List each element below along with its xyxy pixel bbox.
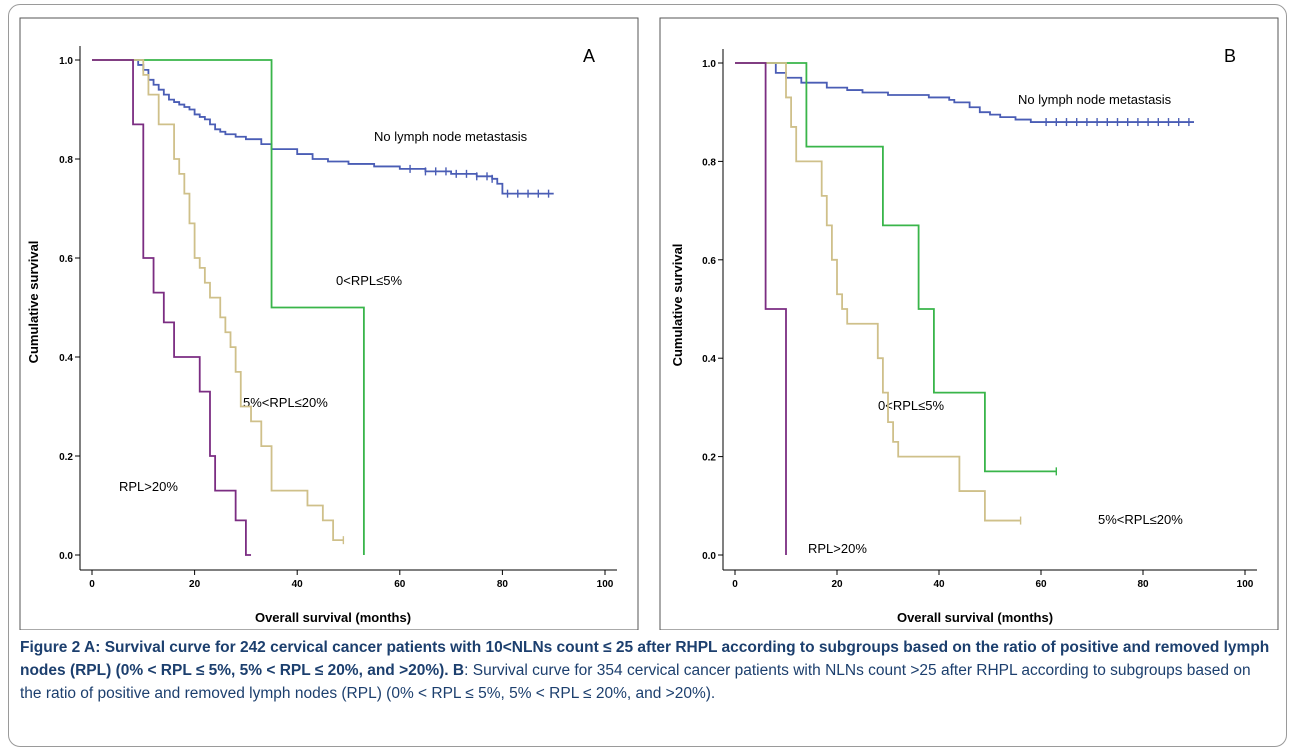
caption-part-a: A: Survival curve for 242 cervical cance… [20, 639, 1270, 679]
panel-a-border [19, 17, 639, 630]
y-tick-label-a: 0.0 [59, 551, 73, 562]
label-rpl-over-20-b: RPL>20% [808, 541, 867, 556]
x-tick-label-a: 80 [497, 579, 509, 590]
x-tick-label-b: 100 [1237, 579, 1254, 590]
caption-b-label: B [448, 662, 465, 679]
axes-b: 0 20 40 60 80 100 0.0 0.2 0.4 0.6 0.8 1.0 [702, 49, 1257, 590]
y-axis-title-a: Cumulative survival [26, 241, 41, 364]
x-tick-label-b: 60 [1035, 579, 1047, 590]
survival-curve-rpl-20-b [735, 62, 787, 555]
survival-curve-no-lymph-node-metastasis-b [735, 62, 1194, 123]
label-rpl-0-5-b: 0<RPL≤5% [878, 398, 944, 413]
y-tick-label-b: 1.0 [702, 59, 716, 70]
y-tick-label-b: 0.4 [702, 354, 716, 365]
panel-b-label: B [1224, 46, 1236, 66]
survival-curve-0-rpl-5-b [735, 62, 1057, 473]
panel-a-label: A [583, 46, 595, 66]
x-tick-label-a: 40 [292, 579, 304, 590]
x-axis-title-a: Overall survival (months) [255, 610, 411, 625]
y-tick-label-a: 0.4 [59, 353, 73, 364]
panel-a: A No lymph node metastasis 0<RPL≤5% 5%<R… [19, 17, 639, 630]
y-tick-label-b: 0.0 [702, 551, 716, 562]
label-no-lymph-node-metastasis-a: No lymph node metastasis [374, 129, 528, 144]
survival-curve-5-rpl-20-b [735, 62, 1021, 522]
figure-canvas: A No lymph node metastasis 0<RPL≤5% 5%<R… [19, 17, 1279, 630]
y-tick-label-b: 0.2 [702, 453, 716, 464]
survival-curve-0-rpl-5-a [92, 59, 365, 555]
panel-b: B No lymph node metastasis 0<RPL≤5% 5%<R… [659, 17, 1279, 630]
label-rpl-over-20-a: RPL>20% [119, 479, 178, 494]
figure-caption: Figure 2 A: Survival curve for 242 cervi… [20, 636, 1270, 705]
survival-curve-5-rpl-20-a [92, 59, 344, 542]
caption-figure-label: Figure 2 [20, 639, 81, 656]
label-rpl-5-20-b: 5%<RPL≤20% [1098, 512, 1183, 527]
x-tick-label-a: 0 [89, 579, 95, 590]
x-tick-label-b: 0 [732, 579, 738, 590]
y-tick-label-a: 0.8 [59, 155, 73, 166]
label-rpl-0-5-a: 0<RPL≤5% [336, 273, 402, 288]
x-tick-label-b: 20 [831, 579, 843, 590]
survival-curve-no-lymph-node-metastasis-a [92, 59, 554, 195]
plot-area-a [92, 59, 554, 556]
label-rpl-5-20-a: 5%<RPL≤20% [243, 395, 328, 410]
x-tick-label-a: 60 [394, 579, 406, 590]
x-tick-label-b: 80 [1137, 579, 1149, 590]
x-tick-label-a: 20 [189, 579, 201, 590]
y-tick-label-b: 0.6 [702, 256, 716, 267]
y-tick-label-a: 1.0 [59, 56, 73, 67]
y-tick-label-a: 0.6 [59, 254, 73, 265]
label-no-lymph-node-metastasis-b: No lymph node metastasis [1018, 92, 1172, 107]
y-tick-label-a: 0.2 [59, 452, 73, 463]
plot-area-b [735, 62, 1194, 555]
survival-curve-rpl-20-a [92, 59, 252, 556]
x-tick-label-a: 100 [597, 579, 614, 590]
x-tick-label-b: 40 [933, 579, 945, 590]
panel-b-border [659, 17, 1279, 630]
y-axis-title-b: Cumulative survival [670, 244, 685, 367]
y-tick-label-b: 0.8 [702, 157, 716, 168]
axes-a: 0 20 40 60 80 100 0.0 0.2 0.4 0.6 0.8 1.0 [59, 46, 617, 590]
caption-part-b: : Survival curve for 354 cervical cancer… [20, 662, 1251, 702]
figure-frame [8, 4, 1287, 747]
x-axis-title-b: Overall survival (months) [897, 610, 1053, 625]
